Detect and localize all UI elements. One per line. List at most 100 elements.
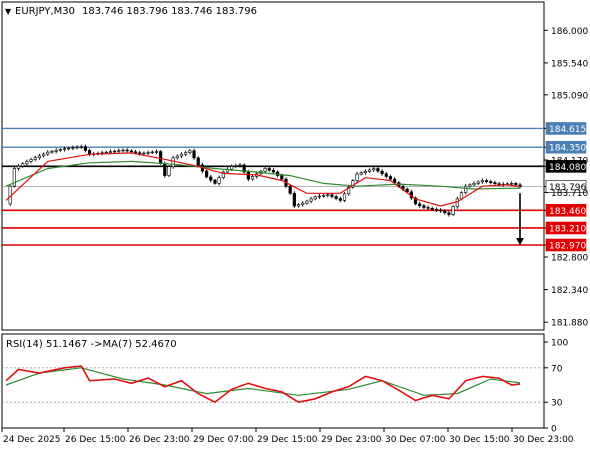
chart-header-arrow-icon: ▼ xyxy=(5,7,12,16)
x-tick-label: 29 Dec 15:00 xyxy=(257,435,318,445)
y-level-label: 182.970 xyxy=(549,241,586,251)
y-tick-label: 185.090 xyxy=(551,91,588,101)
candle-body xyxy=(296,204,301,207)
candle-body xyxy=(104,151,108,154)
candle-body xyxy=(367,169,372,172)
candle-body xyxy=(179,154,184,157)
candle-body xyxy=(393,178,397,183)
candle-body xyxy=(271,169,276,173)
candle-body xyxy=(292,192,296,207)
candle-body xyxy=(514,183,518,186)
y-level-badge xyxy=(545,203,587,217)
candle-body xyxy=(16,165,21,169)
y-level-badge xyxy=(545,221,587,235)
candle-body xyxy=(184,152,188,155)
candle-body xyxy=(246,171,250,180)
candle-body xyxy=(62,148,67,150)
candle-body xyxy=(388,176,393,180)
candle-body xyxy=(413,197,418,205)
candle-body xyxy=(125,149,129,152)
candle-body xyxy=(447,212,451,215)
candle-body xyxy=(405,188,409,193)
candle-body xyxy=(129,150,133,153)
y-tick-label: 181.880 xyxy=(551,319,588,329)
candle-body xyxy=(188,150,192,153)
candle-body xyxy=(493,182,497,185)
candle-body xyxy=(121,149,125,152)
x-tick-label: 29 Dec 23:00 xyxy=(321,435,382,445)
candle-body xyxy=(510,183,514,185)
candle-body xyxy=(221,171,225,178)
x-tick-label: 30 Dec 15:00 xyxy=(449,435,510,445)
candle-body xyxy=(384,173,388,177)
candle-body xyxy=(422,205,426,208)
y-tick-label: 186.000 xyxy=(551,27,588,37)
candle-body xyxy=(472,183,476,186)
y-level-label: 183.210 xyxy=(549,224,586,234)
candle-body xyxy=(317,195,322,198)
candle-body xyxy=(267,168,271,171)
candle-body xyxy=(196,157,200,166)
candle-body xyxy=(489,181,493,183)
rsi-tick-label: 70 xyxy=(551,364,563,374)
candle-body xyxy=(250,176,255,180)
candle-body xyxy=(326,194,330,196)
candle-body xyxy=(242,164,246,173)
candle-body xyxy=(83,146,87,151)
rsi-layer xyxy=(2,365,544,404)
candle-body xyxy=(71,147,75,149)
candle-body xyxy=(309,198,313,202)
candle-body xyxy=(146,152,150,154)
candle-body xyxy=(58,149,62,151)
candle-body xyxy=(108,151,113,153)
y-tick-label: 185.540 xyxy=(551,59,588,69)
candle-body xyxy=(430,208,434,210)
rsi-tick-label: 100 xyxy=(551,339,568,349)
rsi-title: RSI(14) 51.1467 ->MA(7) 52.4670 xyxy=(6,339,177,350)
x-tick-label: 24 Dec 2025 xyxy=(3,435,61,445)
candle-body xyxy=(497,183,501,186)
candle-body xyxy=(263,168,267,172)
candle-body xyxy=(234,165,238,167)
y-level-label: 183.460 xyxy=(549,207,586,217)
candle-body xyxy=(376,168,380,172)
candle-body xyxy=(46,151,50,155)
candle-body xyxy=(25,161,29,165)
candle-body xyxy=(50,151,54,153)
candle-body xyxy=(167,166,171,176)
candle-body xyxy=(117,150,121,152)
candle-body xyxy=(142,152,146,155)
chart-header-ohlc: 183.746 183.796 183.746 183.796 xyxy=(82,6,257,17)
candle-body xyxy=(464,185,468,193)
y-level-label: 183.796 xyxy=(549,183,586,193)
x-tick-label: 30 Dec 07:00 xyxy=(385,435,446,445)
candle-body xyxy=(372,168,376,171)
candle-body xyxy=(230,166,234,170)
candle-body xyxy=(175,155,179,159)
x-tick-label: 30 Dec 23:00 xyxy=(513,435,574,445)
candle-body xyxy=(171,157,175,168)
candle-body xyxy=(301,202,305,205)
candle-body xyxy=(351,180,355,188)
candle-body xyxy=(338,198,342,201)
candle-body xyxy=(217,177,221,184)
candle-body xyxy=(426,207,430,209)
candle-body xyxy=(484,180,489,182)
candle-body xyxy=(150,151,154,154)
candle-body xyxy=(455,198,459,208)
y-level-badge xyxy=(545,238,587,252)
rsi-ma-line xyxy=(5,367,521,396)
candle-body xyxy=(163,163,167,176)
y-level-label: 184.080 xyxy=(549,163,586,173)
y-level-label: 184.350 xyxy=(549,144,586,154)
candle-body xyxy=(334,196,338,199)
candle-body xyxy=(21,163,25,167)
candle-body xyxy=(42,153,46,157)
y-level-label: 184.615 xyxy=(549,125,586,135)
candle-body xyxy=(159,151,163,164)
candle-body xyxy=(192,150,196,159)
y-level-badge xyxy=(545,122,587,135)
candle-body xyxy=(79,146,83,148)
candle-body xyxy=(37,155,42,159)
